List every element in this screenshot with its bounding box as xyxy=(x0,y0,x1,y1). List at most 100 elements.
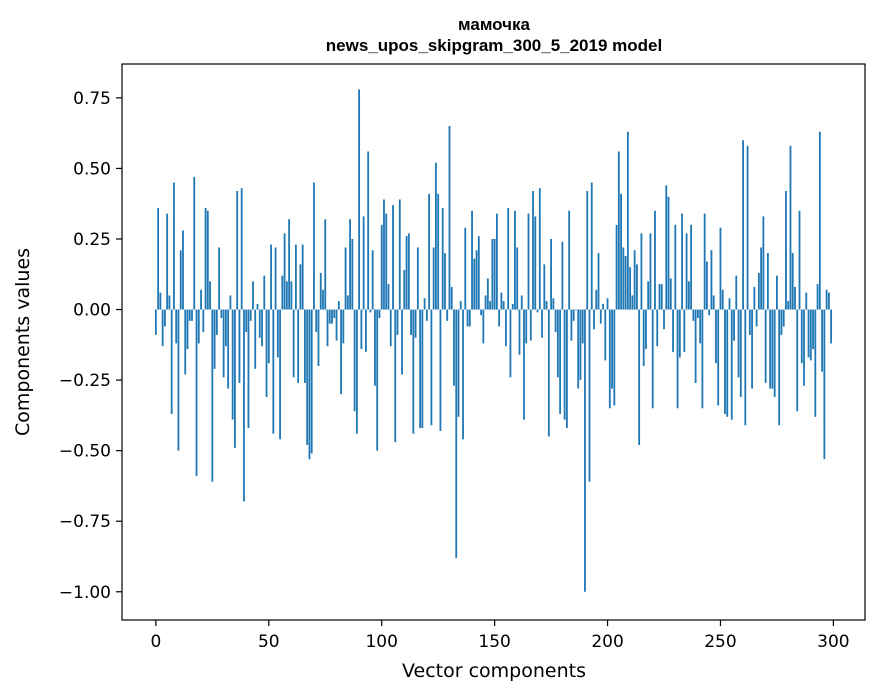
bar xyxy=(782,309,785,327)
bar xyxy=(202,309,205,333)
bar xyxy=(611,309,613,389)
bar xyxy=(595,289,598,310)
bar xyxy=(778,309,781,426)
bar xyxy=(556,309,559,378)
bar xyxy=(258,309,261,338)
bar xyxy=(346,295,349,310)
bar xyxy=(744,309,747,426)
bar xyxy=(173,182,175,310)
bar xyxy=(543,264,546,310)
bar xyxy=(748,309,751,335)
bar xyxy=(349,219,351,310)
bar xyxy=(265,309,268,398)
bar xyxy=(326,309,329,347)
bar xyxy=(222,309,225,378)
bar xyxy=(290,281,293,310)
bar xyxy=(358,89,361,310)
bar xyxy=(378,309,381,319)
bar xyxy=(455,309,458,558)
bar xyxy=(437,193,440,310)
bar xyxy=(794,286,796,310)
bar xyxy=(733,309,735,341)
bar xyxy=(629,267,632,310)
bar xyxy=(238,309,241,383)
bar xyxy=(161,309,164,347)
bar xyxy=(764,309,767,383)
bar xyxy=(789,145,792,310)
bar xyxy=(209,281,211,310)
bar xyxy=(694,309,697,383)
bar xyxy=(730,309,733,420)
bar xyxy=(798,210,801,310)
bar xyxy=(724,309,726,414)
bar xyxy=(823,309,826,460)
bar xyxy=(188,309,191,321)
bar xyxy=(785,191,787,310)
bar xyxy=(423,298,426,310)
bar xyxy=(288,219,291,310)
bar xyxy=(776,275,778,310)
bar xyxy=(757,272,760,310)
bar xyxy=(803,309,805,386)
bar xyxy=(599,309,602,324)
bar xyxy=(624,255,627,310)
bar xyxy=(523,309,525,420)
bar xyxy=(272,309,275,434)
y-tick-label: −0.50 xyxy=(59,442,111,462)
x-tick-label: 300 xyxy=(817,632,849,652)
bar xyxy=(726,309,729,417)
bar xyxy=(446,309,449,321)
bar xyxy=(405,236,408,310)
y-axis-label: Components values xyxy=(12,248,34,436)
y-tick-label: −1.00 xyxy=(59,583,111,603)
bar xyxy=(660,284,663,310)
bar xyxy=(545,301,548,310)
bar xyxy=(658,284,661,310)
bar xyxy=(468,309,471,327)
bar xyxy=(509,309,512,378)
bar xyxy=(462,309,464,440)
bar xyxy=(667,196,670,310)
bar xyxy=(331,309,333,324)
bar xyxy=(184,309,187,375)
bar xyxy=(647,281,650,310)
bar xyxy=(676,309,679,409)
bar xyxy=(620,193,622,310)
bar xyxy=(362,216,365,310)
bar xyxy=(475,250,478,310)
bar xyxy=(371,250,374,310)
plot-frame xyxy=(121,63,866,621)
bar xyxy=(231,309,234,420)
bar xyxy=(229,295,232,310)
bar xyxy=(547,309,550,437)
bar xyxy=(769,309,772,389)
bar xyxy=(645,309,647,350)
x-axis-label: Vector components xyxy=(402,660,586,682)
bar xyxy=(376,309,379,451)
bar xyxy=(385,213,388,310)
bar xyxy=(753,286,756,310)
bar xyxy=(631,295,634,310)
bar xyxy=(529,309,532,341)
y-tick-label: 0.25 xyxy=(73,230,111,250)
bar xyxy=(622,247,625,310)
bar xyxy=(692,309,695,321)
bar xyxy=(527,213,530,310)
bar xyxy=(351,238,354,310)
bar xyxy=(448,126,451,310)
bar xyxy=(536,309,539,313)
bar xyxy=(640,233,643,310)
bar xyxy=(563,309,566,420)
bar xyxy=(570,309,573,341)
bar xyxy=(715,309,717,364)
bar xyxy=(480,309,482,316)
bar xyxy=(308,309,311,460)
bar xyxy=(710,250,713,310)
bar xyxy=(656,309,659,347)
bar xyxy=(322,289,324,310)
bar xyxy=(369,309,372,313)
bar xyxy=(313,182,315,310)
bar xyxy=(604,309,607,361)
bar xyxy=(818,131,821,310)
bar xyxy=(520,295,523,310)
